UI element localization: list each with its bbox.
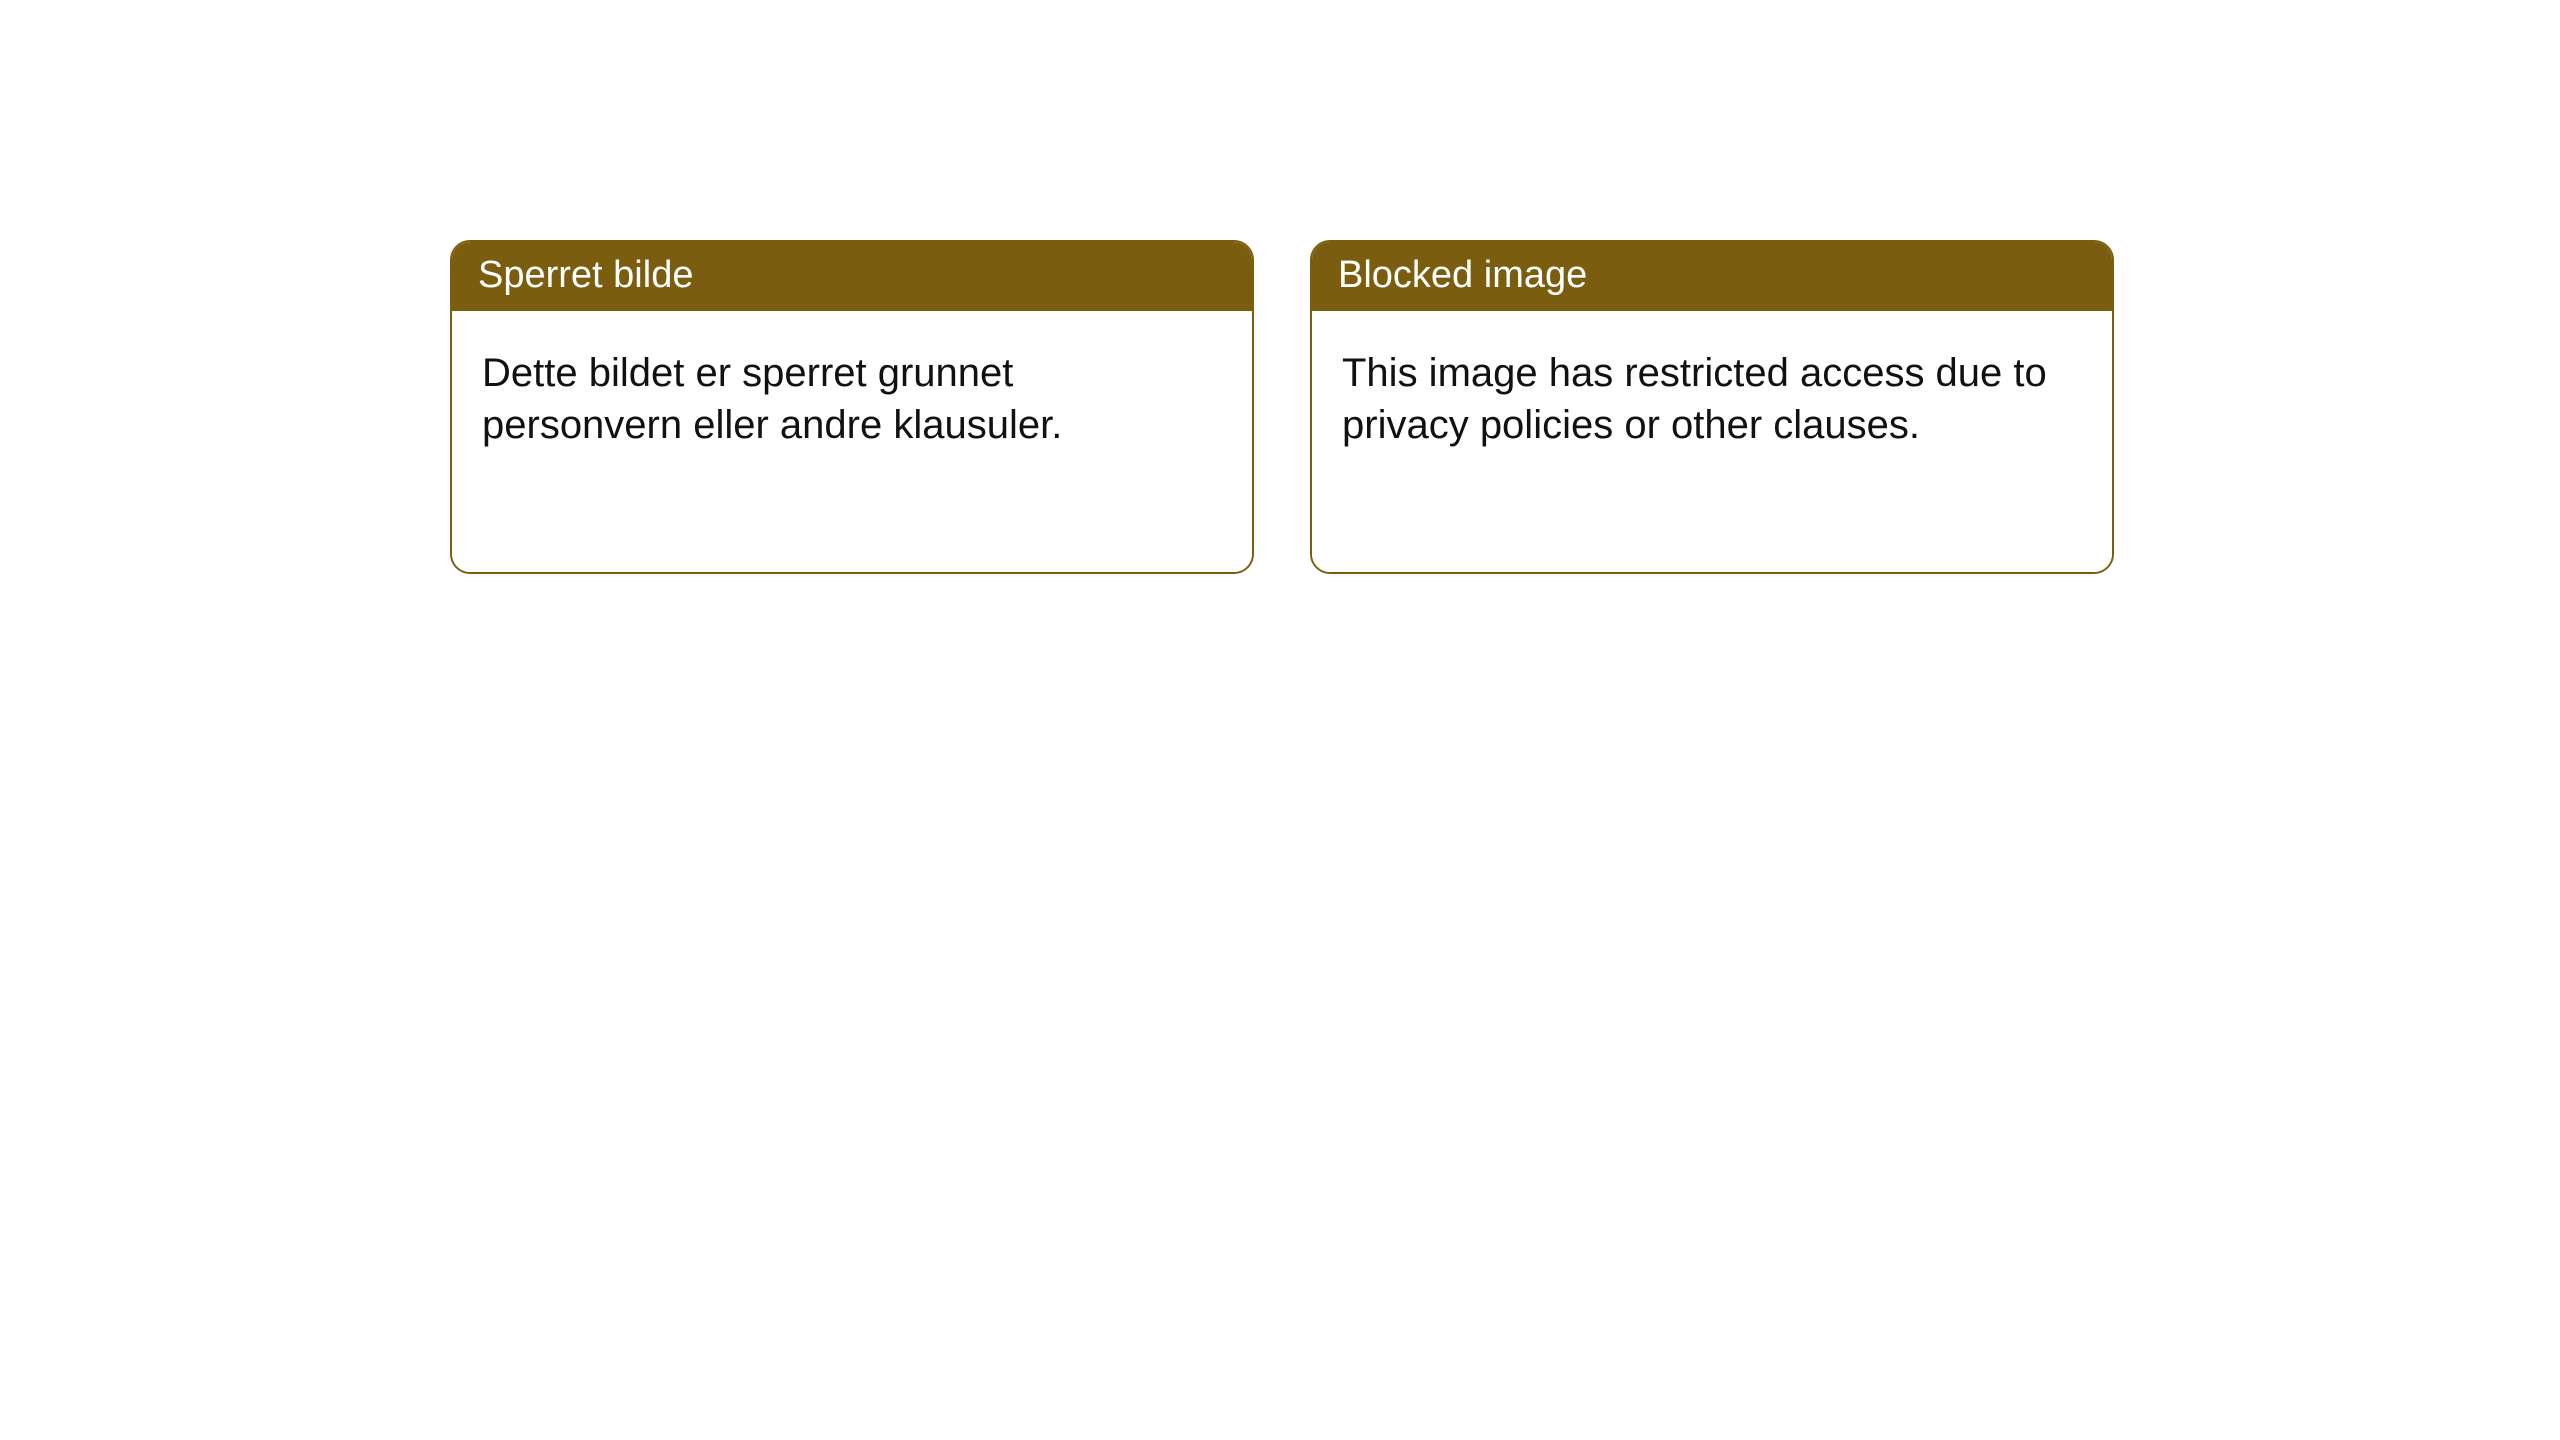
notice-header-english: Blocked image <box>1312 242 2112 311</box>
notice-box-english: Blocked image This image has restricted … <box>1310 240 2114 574</box>
notice-body-norwegian: Dette bildet er sperret grunnet personve… <box>452 311 1252 572</box>
notice-header-norwegian: Sperret bilde <box>452 242 1252 311</box>
notice-box-norwegian: Sperret bilde Dette bildet er sperret gr… <box>450 240 1254 574</box>
notice-body-english: This image has restricted access due to … <box>1312 311 2112 572</box>
notice-container: Sperret bilde Dette bildet er sperret gr… <box>0 0 2560 574</box>
